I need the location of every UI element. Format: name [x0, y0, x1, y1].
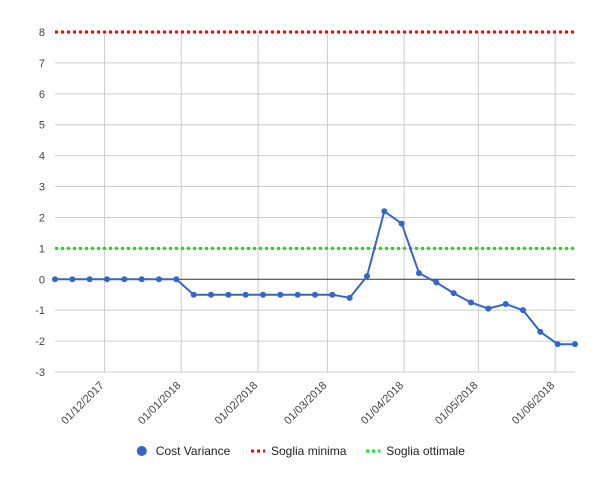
data-point [121, 276, 128, 283]
x-axis-ticks: 01/12/2017 01/01/2018 01/02/2018 01/03/2018… [59, 380, 557, 427]
legend-item-soglia-minima: Soglia minima [251, 444, 347, 458]
data-point [156, 276, 162, 283]
series-line [55, 209, 575, 346]
data-point [242, 291, 249, 298]
data-point [502, 301, 509, 307]
legend-item-soglia-ottimale: Soglia ottimale [366, 444, 465, 458]
y-tick-label: -3 [35, 367, 45, 379]
data-point [329, 291, 336, 298]
y-axis-ticks: -3 -2 -1 0 1 2 3 4 5 6 7 8 [35, 27, 45, 379]
y-tick-label: 5 [39, 120, 45, 132]
data-point [86, 276, 93, 283]
y-tick-label: 4 [39, 151, 45, 163]
data-point [433, 279, 440, 286]
data-point [69, 276, 76, 283]
data-point [537, 328, 544, 335]
x-tick-label: 01/12/2017 [59, 380, 106, 427]
data-point [173, 276, 180, 283]
y-tick-label: 1 [39, 243, 45, 255]
data-point [346, 294, 353, 301]
data-point [554, 341, 561, 348]
legend: Cost Variance Soglia minima Soglia ottimal… [136, 444, 465, 458]
y-tick-label: 2 [39, 212, 45, 224]
data-point [294, 291, 301, 298]
grid [55, 31, 575, 373]
series-cost-variance [52, 208, 578, 348]
x-tick-label: 01/04/2018 [359, 380, 406, 427]
data-point [398, 220, 405, 227]
data-point [450, 290, 457, 297]
data-point [381, 208, 388, 215]
legend-label: Soglia ottimale [386, 444, 465, 458]
data-point [468, 299, 474, 306]
y-tick-label: 7 [39, 58, 45, 70]
y-tick-label: 8 [39, 27, 45, 39]
y-tick-label: 6 [39, 89, 45, 101]
data-point [260, 291, 266, 298]
data-point [104, 276, 110, 283]
x-tick-label: 01/05/2018 [433, 380, 480, 427]
data-point [364, 273, 370, 280]
y-tick-label: 0 [39, 274, 45, 286]
data-point [416, 270, 422, 277]
data-point [572, 341, 578, 348]
y-tick-label: -2 [35, 336, 45, 348]
legend-label: Cost Variance [156, 444, 231, 458]
legend-item-cost-variance: Cost Variance [136, 444, 231, 458]
data-point [52, 276, 58, 283]
data-point [277, 291, 284, 298]
threshold-lines [55, 30, 575, 250]
legend-marker [136, 446, 147, 456]
x-tick-label: 01/02/2018 [213, 380, 260, 427]
data-point [485, 305, 492, 312]
data-point [520, 307, 526, 314]
data-point [208, 291, 214, 298]
x-tick-label: 01/03/2018 [282, 380, 329, 427]
x-tick-label: 01/01/2018 [136, 380, 183, 427]
data-point [312, 291, 318, 298]
data-point [190, 291, 197, 298]
data-point [225, 291, 232, 298]
legend-label: Soglia minima [271, 444, 347, 458]
data-point [138, 276, 145, 283]
x-tick-label: 01/06/2018 [510, 380, 557, 427]
y-tick-label: 3 [39, 182, 45, 194]
y-tick-label: -1 [35, 305, 45, 317]
